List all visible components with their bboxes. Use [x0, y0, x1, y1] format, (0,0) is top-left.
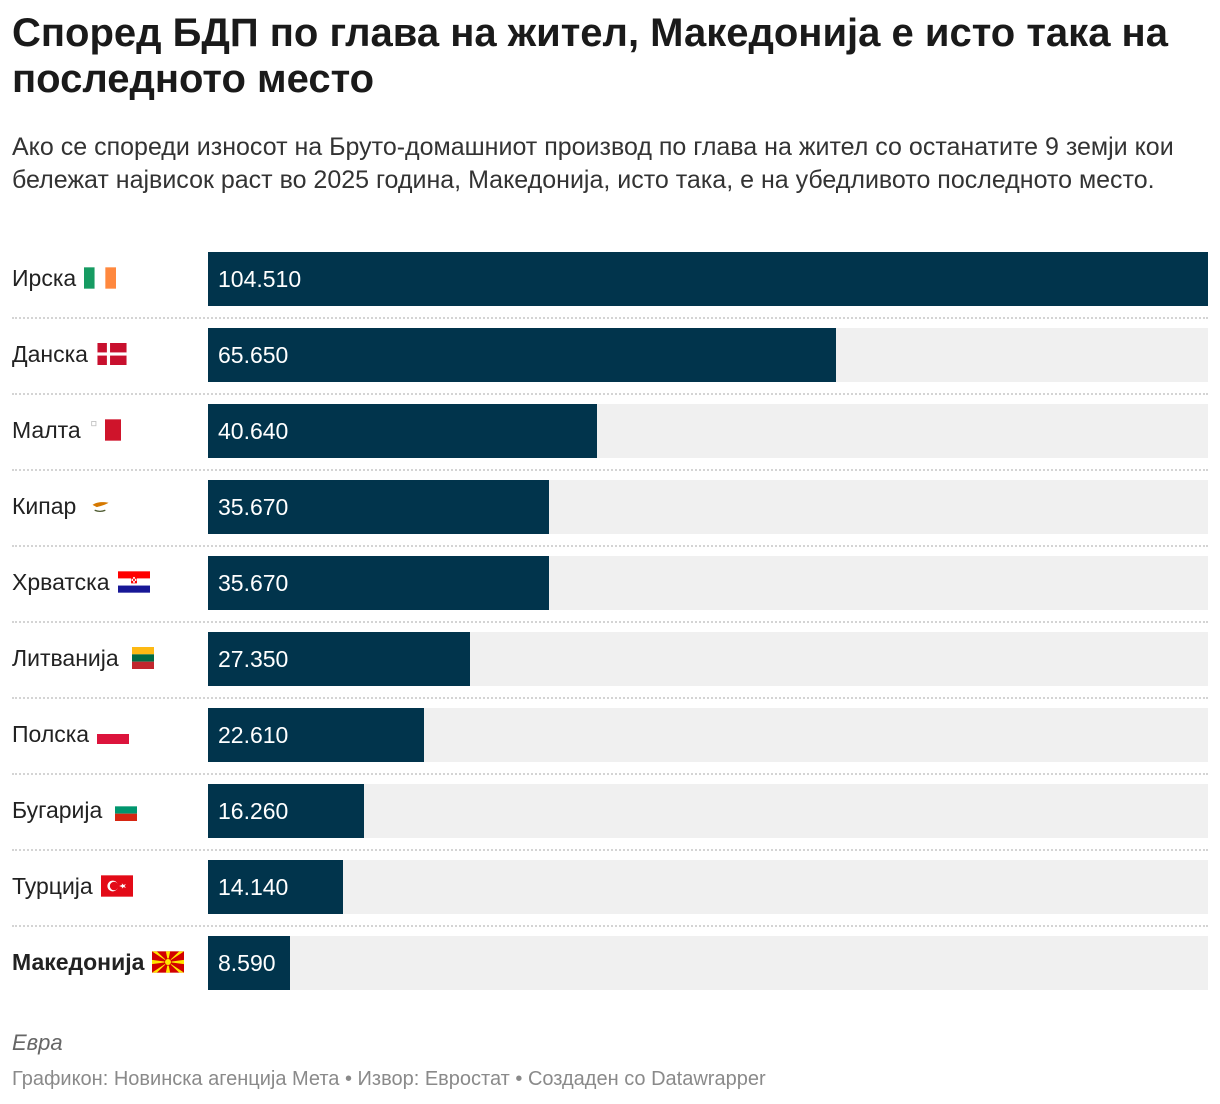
category-label: Литванија — [12, 630, 159, 686]
category-label-text: Ирска — [12, 264, 77, 291]
row-separator — [12, 469, 1208, 471]
row-separator — [12, 393, 1208, 395]
row-separator — [12, 849, 1208, 851]
bar — [208, 784, 364, 838]
bar — [208, 860, 343, 914]
bar-track — [208, 860, 1208, 914]
category-label: Хрватска — [12, 554, 150, 610]
unit-note: Евра — [12, 1030, 63, 1055]
ireland-flag-icon — [84, 267, 117, 289]
category-label-text: Хрватска — [12, 568, 110, 595]
category-label: Македонија — [12, 934, 185, 990]
bar-value-label: 35.670 — [218, 569, 289, 596]
bar-value-label: 40.640 — [218, 417, 289, 444]
croatia-flag-icon — [117, 571, 150, 593]
bar-row: Литванија 27.350 — [0, 630, 1220, 686]
category-label-text: Бугарија — [12, 796, 103, 823]
chart-footer: Графикон: Новинска агенција Мета • Извор… — [12, 1068, 766, 1090]
turkey-flag-icon — [100, 875, 133, 897]
category-label-text: Малта — [12, 416, 81, 443]
bar — [208, 404, 597, 458]
bar — [208, 936, 290, 990]
category-label-text: Литванија — [12, 644, 119, 671]
bar-value-label: 35.670 — [218, 493, 289, 520]
bar — [208, 328, 836, 382]
bulgaria-flag-icon — [110, 799, 142, 821]
bar-row: Данска 65.650 — [0, 326, 1220, 382]
bar — [208, 632, 470, 686]
macedonia-flag-icon — [152, 951, 185, 973]
bar-row: Хрватска 35.670 — [0, 554, 1220, 610]
denmark-flag-icon — [96, 343, 128, 365]
category-label: Турција — [12, 858, 133, 914]
bar-row: Малта 40.640 — [0, 402, 1220, 458]
bar — [208, 708, 424, 762]
row-separator — [12, 773, 1208, 775]
row-separator — [12, 621, 1208, 623]
category-label: Ирска — [12, 250, 117, 306]
bar — [208, 480, 549, 534]
poland-flag-icon — [97, 723, 130, 745]
category-label-text: Полска — [12, 720, 90, 747]
lithuania-flag-icon — [127, 647, 159, 669]
category-label-text: Македонија — [12, 948, 145, 975]
bar-row: Кипар 35.670 — [0, 478, 1220, 534]
chart-subtitle: Ако се спореди износот на Бруто-домашнио… — [12, 133, 1174, 194]
bar-value-label: 16.260 — [218, 797, 289, 824]
bar-value-label: 27.350 — [218, 645, 289, 672]
bar — [208, 252, 1208, 306]
bar-value-label: 8.590 — [218, 949, 276, 976]
bar-value-label: 104.510 — [218, 265, 302, 292]
category-label: Малта — [12, 402, 121, 458]
chart-title: Според БДП по глава на жител, Македонија… — [12, 11, 1168, 101]
category-label-text: Данска — [12, 340, 88, 367]
row-separator — [12, 317, 1208, 319]
bar-value-label: 14.140 — [218, 873, 289, 900]
bar-row: Турција 14.140 — [0, 858, 1220, 914]
row-separator — [12, 697, 1208, 699]
malta-flag-icon — [88, 419, 121, 441]
bar-value-label: 22.610 — [218, 721, 289, 748]
bar-row: Ирска 104.510 — [0, 250, 1220, 306]
bar-row: Македонија 8.590 — [0, 934, 1220, 990]
bar-track — [208, 936, 1208, 990]
row-separator — [12, 925, 1208, 927]
bar-track — [208, 784, 1208, 838]
category-label: Данска — [12, 326, 128, 382]
category-label: Кипар — [12, 478, 117, 534]
category-label-text: Кипар — [12, 492, 77, 519]
category-label-text: Турција — [12, 872, 93, 899]
bar-row: Бугарија 16.260 — [0, 782, 1220, 838]
category-label: Полска — [12, 706, 130, 762]
row-separator — [12, 545, 1208, 547]
bar-chart: Ирска 104.510 Данска 65.650 Малта 40.640 Кипар… — [0, 250, 1220, 995]
bar-row: Полска 22.610 — [0, 706, 1220, 762]
bar — [208, 556, 549, 610]
cyprus-flag-icon — [84, 495, 117, 517]
bar-value-label: 65.650 — [218, 341, 289, 368]
category-label: Бугарија — [12, 782, 142, 838]
